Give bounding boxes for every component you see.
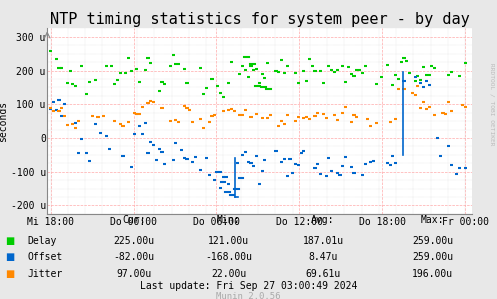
Text: Last update: Fri Sep 27 03:00:49 2024: Last update: Fri Sep 27 03:00:49 2024 (140, 281, 357, 292)
Text: 121.00u: 121.00u (208, 236, 249, 246)
Title: NTP timing statistics for system peer - by day: NTP timing statistics for system peer - … (50, 12, 470, 27)
Text: 259.00u: 259.00u (412, 236, 453, 246)
Text: Min:: Min: (217, 215, 241, 225)
Text: 69.61u: 69.61u (306, 269, 340, 279)
Text: RRDTOOL / TOBI OETIKER: RRDTOOL / TOBI OETIKER (490, 63, 495, 146)
Text: Offset: Offset (27, 252, 63, 262)
Text: 187.01u: 187.01u (303, 236, 343, 246)
Text: Max:: Max: (420, 215, 444, 225)
Text: ■: ■ (5, 269, 14, 279)
Text: Cur:: Cur: (122, 215, 146, 225)
Text: -82.00u: -82.00u (114, 252, 155, 262)
Text: -168.00u: -168.00u (205, 252, 252, 262)
Text: 97.00u: 97.00u (117, 269, 152, 279)
Text: 225.00u: 225.00u (114, 236, 155, 246)
Text: ■: ■ (5, 236, 14, 246)
Text: ■: ■ (5, 252, 14, 262)
Text: Munin 2.0.56: Munin 2.0.56 (216, 292, 281, 299)
Text: Jitter: Jitter (27, 269, 63, 279)
Text: 259.00u: 259.00u (412, 252, 453, 262)
Text: 8.47u: 8.47u (308, 252, 338, 262)
Y-axis label: seconds: seconds (0, 100, 8, 142)
Text: 196.00u: 196.00u (412, 269, 453, 279)
Text: 22.00u: 22.00u (211, 269, 246, 279)
Text: Delay: Delay (27, 236, 57, 246)
Text: Avg:: Avg: (311, 215, 335, 225)
